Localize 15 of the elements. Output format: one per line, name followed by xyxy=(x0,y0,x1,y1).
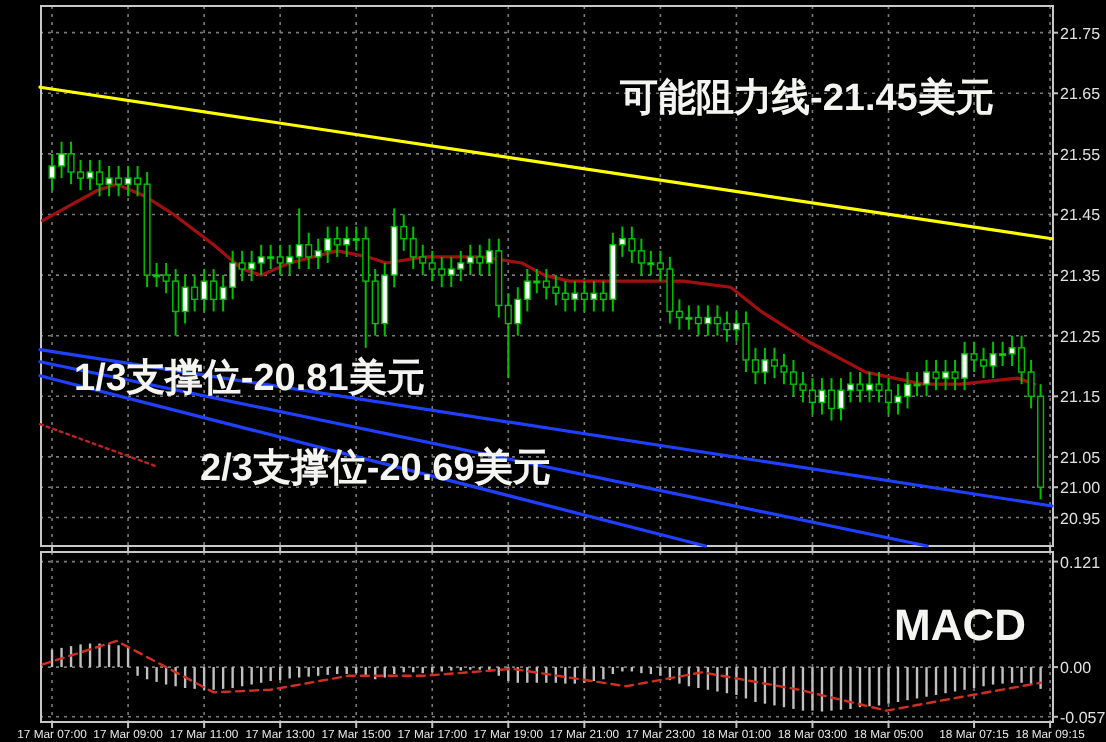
y-tick-label: 21.55 xyxy=(1060,145,1102,164)
y-tick-label: -0.057 xyxy=(1060,708,1106,727)
y-tick-label: 0.121 xyxy=(1060,553,1102,572)
annotation: MACD xyxy=(894,600,1026,650)
y-tick-label: 21.00 xyxy=(1060,479,1102,498)
annotation: 可能阻力线-21.45美元 xyxy=(618,76,994,120)
y-tick-label: 21.65 xyxy=(1060,85,1102,104)
y-tick-label: 21.45 xyxy=(1060,206,1102,225)
y-tick-label: 21.35 xyxy=(1060,267,1102,286)
y-tick-label: 21.25 xyxy=(1060,327,1102,346)
y-tick-label: 21.15 xyxy=(1060,388,1102,407)
y-tick-label: 21.05 xyxy=(1060,448,1102,467)
y-tick-label: 21.75 xyxy=(1060,24,1102,43)
y-tick-label: 0.00 xyxy=(1060,659,1093,678)
y-tick-label: 20.95 xyxy=(1060,509,1102,528)
